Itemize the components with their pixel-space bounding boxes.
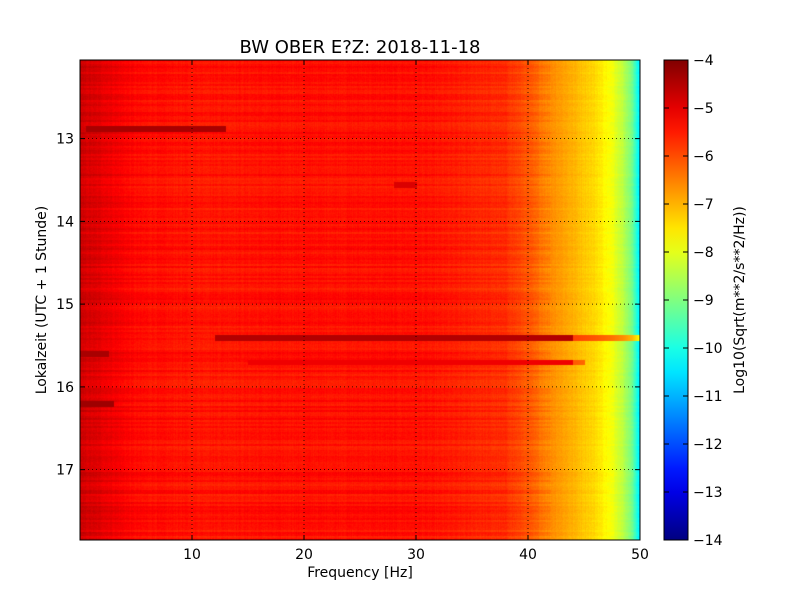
x-tick-label: 40: [519, 547, 537, 563]
y-axis-ticks: 13 14 15 16 17: [56, 132, 640, 479]
colorbar-tick-label: −7: [693, 197, 714, 213]
colorbar-tick-label: −6: [693, 149, 714, 165]
colorbar-tick-label: −9: [693, 293, 714, 309]
x-tick-label: 50: [631, 547, 649, 563]
spectrogram-heatmap: [80, 60, 640, 540]
y-axis-label: Lokalzeit (UTC + 1 Stunde): [34, 206, 50, 395]
x-tick-label: 20: [295, 547, 313, 563]
grid-lines: [80, 60, 640, 540]
colorbar-tick-label: −4: [693, 53, 714, 69]
plot-area: 10 20 30 40 50 13 14 15 16 17: [56, 59, 649, 563]
y-tick-label: 14: [56, 214, 74, 230]
y-tick-label: 15: [56, 297, 74, 313]
chart-title: BW OBER E?Z: 2018-11-18: [240, 37, 481, 58]
x-tick-label: 30: [407, 547, 425, 563]
x-tick-label: 10: [183, 547, 201, 563]
colorbar-ticks: −4 −5 −6 −7 −8 −9 −10 −11 −12 −13 −14: [664, 53, 723, 549]
colorbar-label: Log10(Sqrt(m**2/s**2/Hz)): [732, 206, 748, 394]
colorbar-tick-label: −12: [693, 437, 723, 453]
y-tick-label: 13: [56, 132, 74, 148]
y-tick-label: 17: [56, 463, 74, 479]
colorbar-tick-label: −8: [693, 245, 714, 261]
colorbar-tick-label: −14: [693, 533, 723, 549]
colorbar: −4 −5 −6 −7 −8 −9 −10 −11 −12 −13 −14 Log10(Sqrt(m…: [663, 53, 748, 549]
y-tick-label: 16: [56, 380, 74, 396]
colorbar-tick-label: −13: [693, 485, 723, 501]
x-axis-ticks: 10 20 30 40 50: [183, 60, 649, 563]
plot-frame: [79, 59, 641, 541]
colorbar-tick-label: −10: [693, 341, 723, 357]
x-axis-label: Frequency [Hz]: [307, 565, 413, 581]
colorbar-tick-label: −5: [693, 101, 714, 117]
colorbar-tick-label: −11: [693, 389, 723, 405]
